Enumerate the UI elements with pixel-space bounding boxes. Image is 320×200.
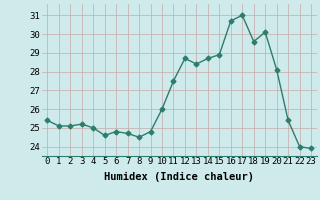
X-axis label: Humidex (Indice chaleur): Humidex (Indice chaleur) — [104, 172, 254, 182]
